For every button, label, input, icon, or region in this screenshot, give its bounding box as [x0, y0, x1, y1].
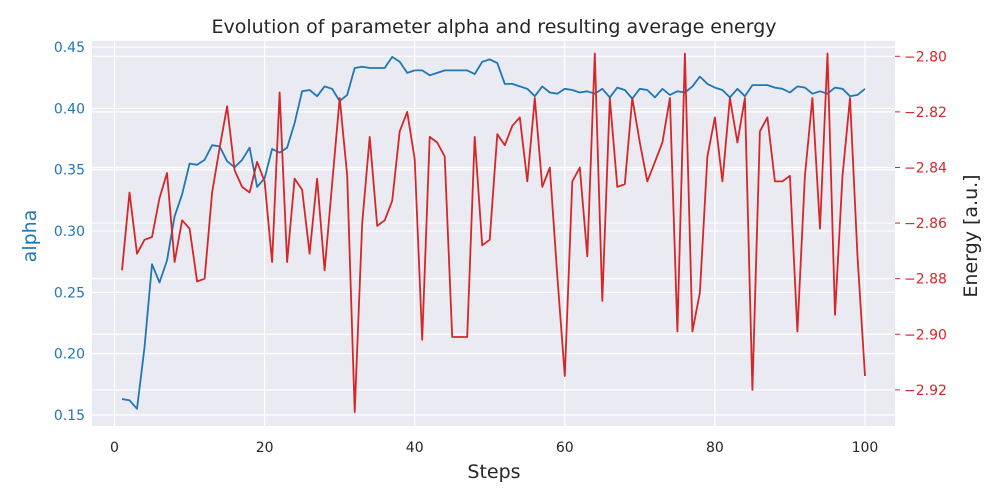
plot-area — [92, 41, 895, 426]
right-tick-label: −2.82 — [904, 105, 947, 121]
right-tick-label: −2.88 — [904, 272, 947, 288]
energy-series-line — [121, 52, 866, 414]
x-tick-label: 60 — [556, 440, 574, 456]
left-tick-label: 0.40 — [54, 101, 85, 117]
x-axis-label: Steps — [467, 461, 520, 483]
right-tick-label: −2.86 — [904, 216, 947, 232]
x-tick-label: 20 — [256, 440, 274, 456]
chart-title: Evolution of parameter alpha and resulti… — [211, 16, 776, 38]
left-tick-label: 0.15 — [54, 408, 85, 424]
x-tick-label: 80 — [706, 440, 724, 456]
left-tick-label: 0.45 — [54, 40, 85, 56]
right-tick-label: −2.84 — [904, 160, 947, 176]
left-tick-label: 0.30 — [54, 224, 85, 240]
left-tick-label: 0.35 — [54, 163, 85, 179]
left-tick-label: 0.25 — [54, 285, 85, 301]
x-tick-label: 40 — [406, 440, 424, 456]
left-y-ticks: 0.15 0.20 0.25 0.30 0.35 0.40 0.45 — [54, 40, 85, 424]
x-tick-label: 100 — [852, 440, 879, 456]
right-tick-label: −2.92 — [904, 383, 947, 399]
left-y-axis-label: alpha — [19, 210, 41, 263]
series-layer — [121, 52, 866, 414]
x-ticks: 0 20 40 60 80 100 — [110, 440, 878, 456]
right-y-ticks: −2.92 −2.90 −2.88 −2.86 −2.84 −2.82 −2.80 — [895, 49, 947, 399]
right-tick-label: −2.90 — [904, 327, 947, 343]
right-tick-label: −2.80 — [904, 49, 947, 65]
alpha-series-line — [121, 56, 866, 410]
x-tick-label: 0 — [110, 440, 119, 456]
left-tick-label: 0.20 — [54, 347, 85, 363]
right-y-axis-label: Energy [a.u.] — [960, 174, 982, 297]
